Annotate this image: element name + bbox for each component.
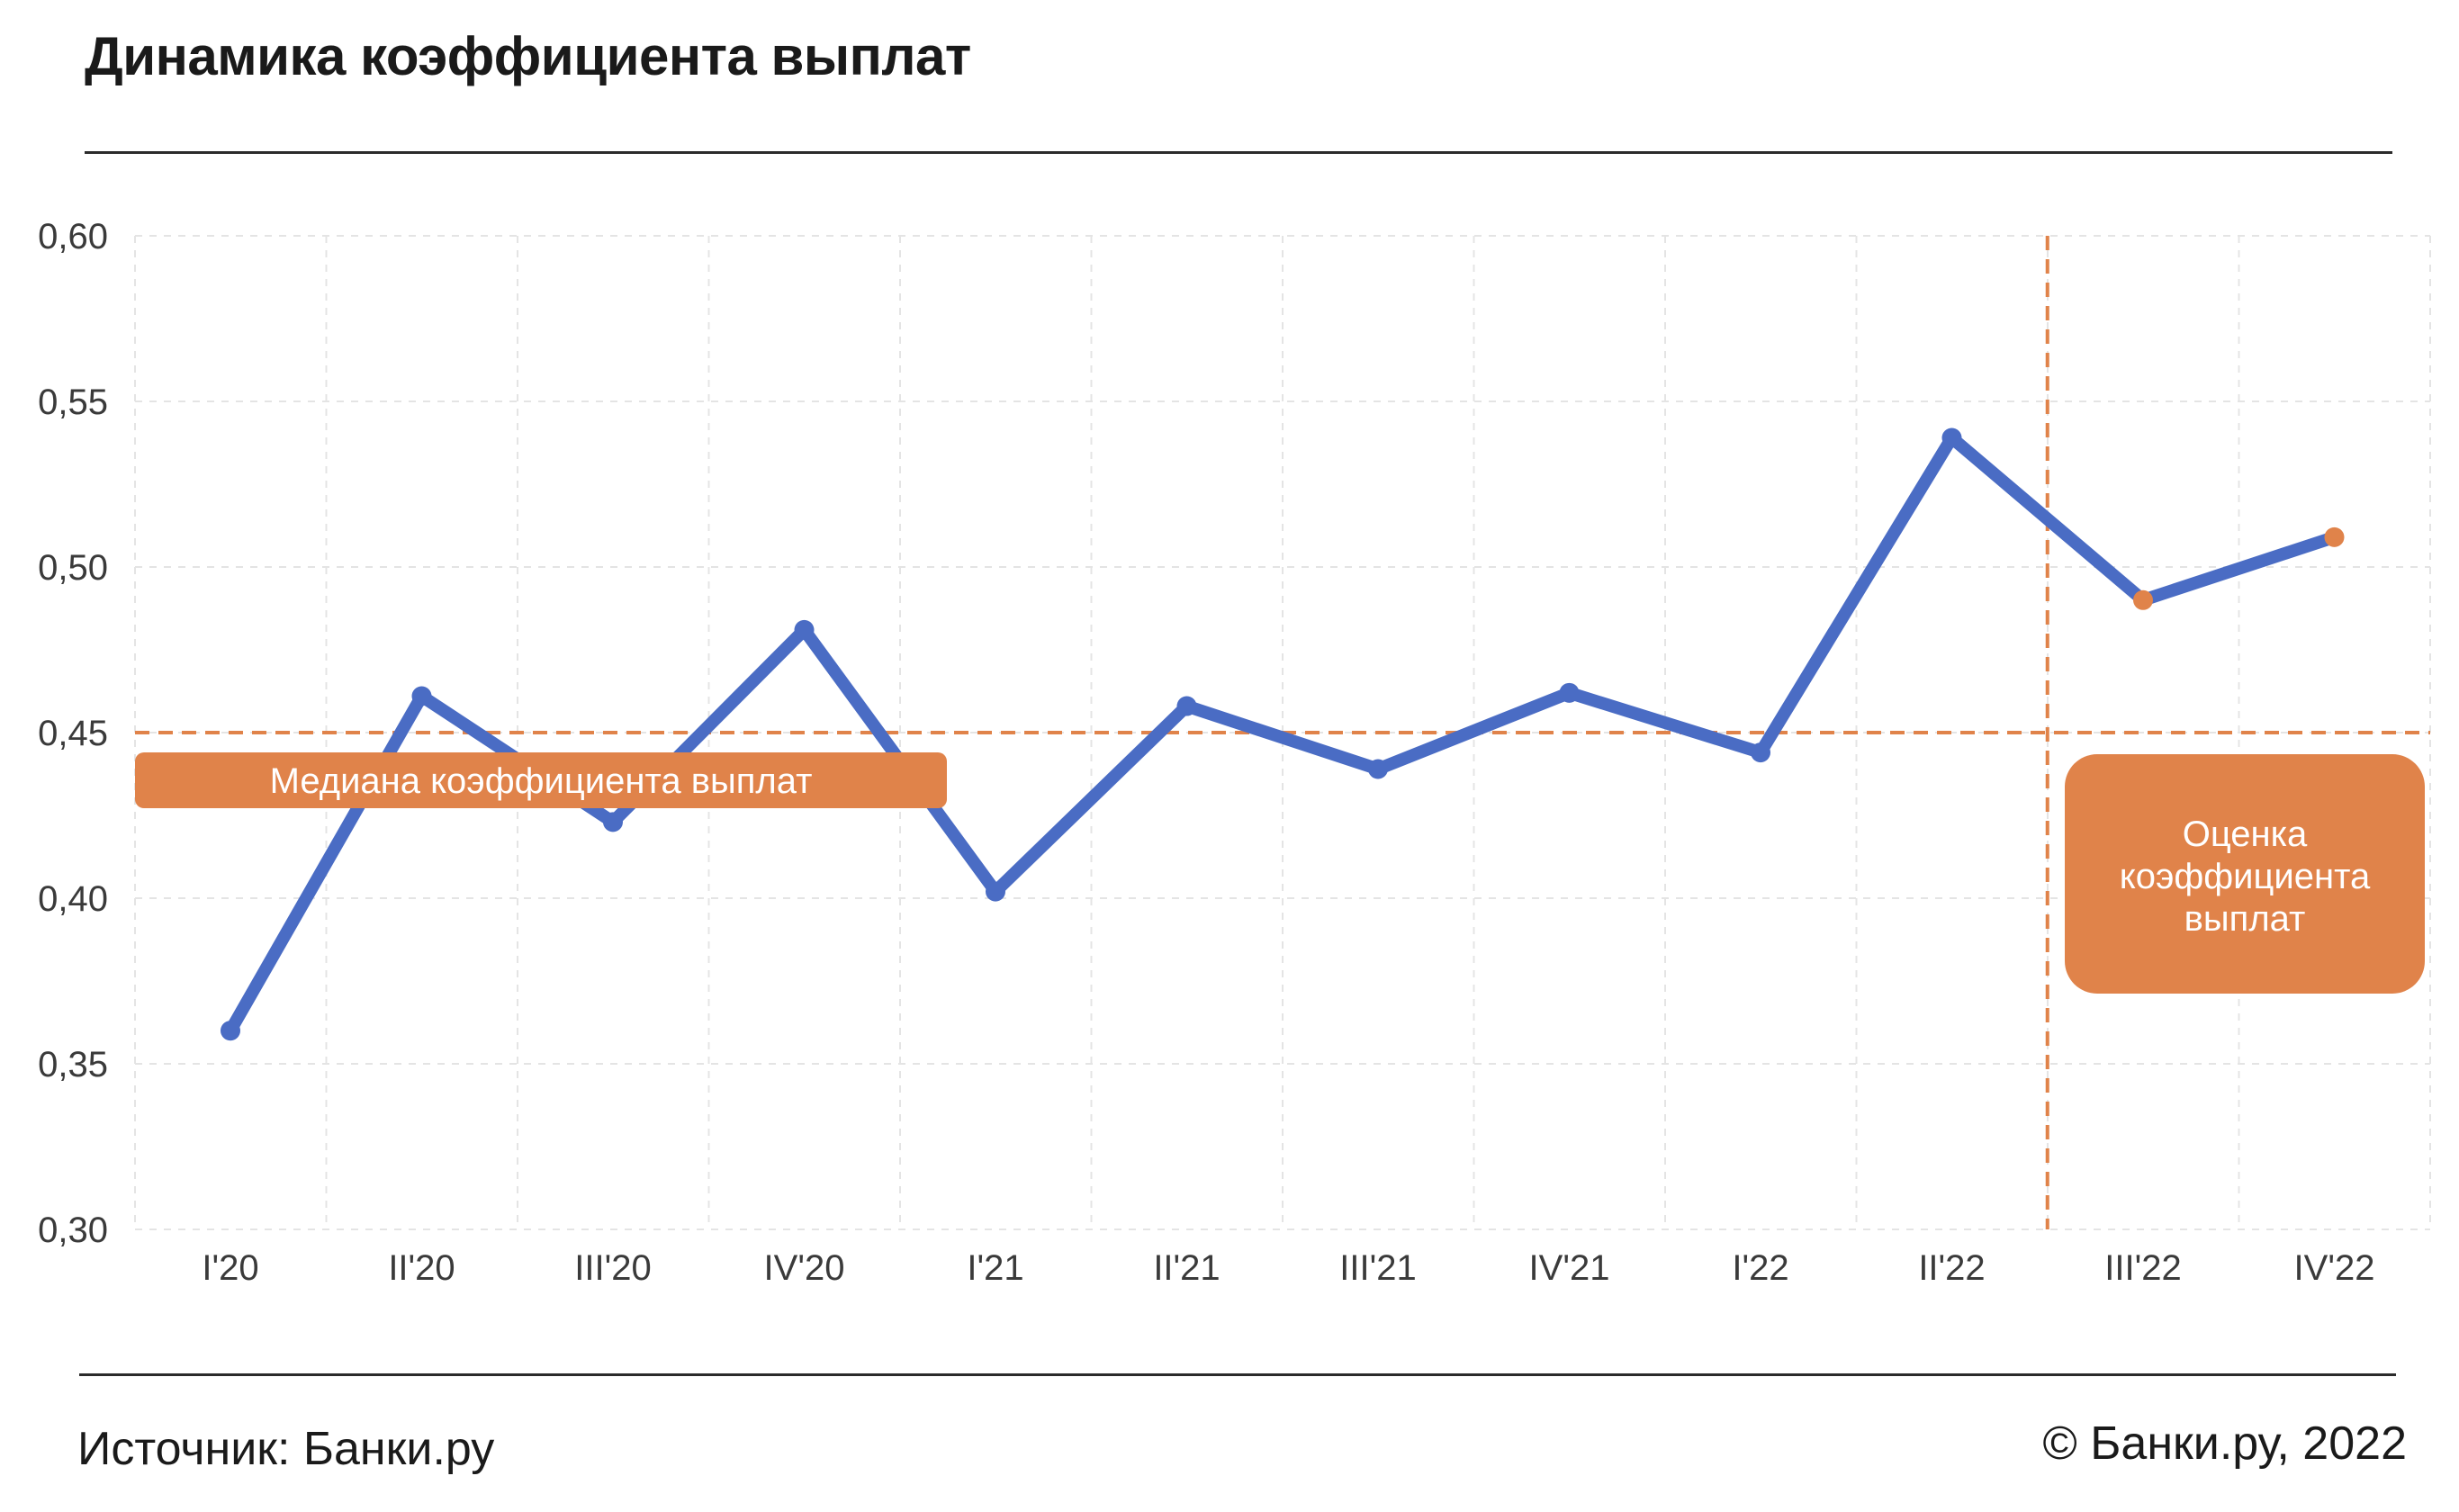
estimate-label-line: коэффициента — [2120, 857, 2371, 896]
x-tick-label: IV'22 — [2294, 1248, 2375, 1288]
bottom-divider — [79, 1373, 2396, 1376]
x-tick-label: II'20 — [388, 1248, 455, 1288]
y-tick-label: 0,35 — [38, 1045, 108, 1084]
data-point — [1751, 742, 1770, 763]
x-tick-label: I'21 — [967, 1248, 1023, 1288]
x-tick-label: IV'20 — [764, 1248, 845, 1288]
data-point — [411, 686, 432, 706]
y-tick-label: 0,60 — [38, 217, 108, 256]
estimated-data-point — [2133, 590, 2153, 610]
estimate-label-line: выплат — [2184, 899, 2306, 939]
median-label-box — [135, 752, 947, 808]
x-tick-label: I'20 — [202, 1248, 258, 1288]
y-tick-label: 0,50 — [38, 548, 108, 588]
x-tick-label: II'21 — [1153, 1248, 1220, 1288]
y-tick-label: 0,40 — [38, 879, 108, 919]
data-point — [1559, 682, 1580, 703]
x-tick-label: II'22 — [1918, 1248, 1985, 1288]
median-label: Медиана коэффициента выплат — [270, 761, 813, 801]
x-tick-label: III'21 — [1339, 1248, 1416, 1288]
x-tick-label: III'20 — [574, 1248, 651, 1288]
copyright-note: © Банки.ру, 2022 — [2042, 1418, 2407, 1470]
data-point — [221, 1021, 240, 1041]
source-note: Источник: Банки.ру — [77, 1423, 495, 1475]
data-point — [986, 881, 1005, 902]
page-title: Динамика коэффициента выплат — [85, 26, 971, 86]
data-point — [1176, 696, 1197, 716]
estimate-label-box — [2065, 754, 2425, 994]
axis-ticks: 0,30 0,35 0,40 0,45 0,50 0,55 0,60 I'20 II'20 III… — [38, 217, 2374, 1288]
data-point — [794, 619, 815, 640]
chart-labels: Медиана коэффициента выплат Оценкакоэффиц… — [135, 752, 2425, 994]
estimated-data-point — [2324, 526, 2345, 547]
data-point — [603, 812, 623, 832]
estimate-label-line: Оценка — [2183, 814, 2308, 854]
x-tick-label: III'22 — [2104, 1248, 2181, 1288]
top-divider — [85, 151, 2392, 154]
data-point — [1941, 428, 1962, 448]
data-point — [1368, 759, 1388, 779]
y-tick-label: 0,55 — [38, 382, 108, 422]
x-tick-label: I'22 — [1732, 1248, 1788, 1288]
y-tick-label: 0,45 — [38, 714, 108, 753]
y-tick-label: 0,30 — [38, 1210, 108, 1250]
x-tick-label: IV'21 — [1529, 1248, 1610, 1288]
